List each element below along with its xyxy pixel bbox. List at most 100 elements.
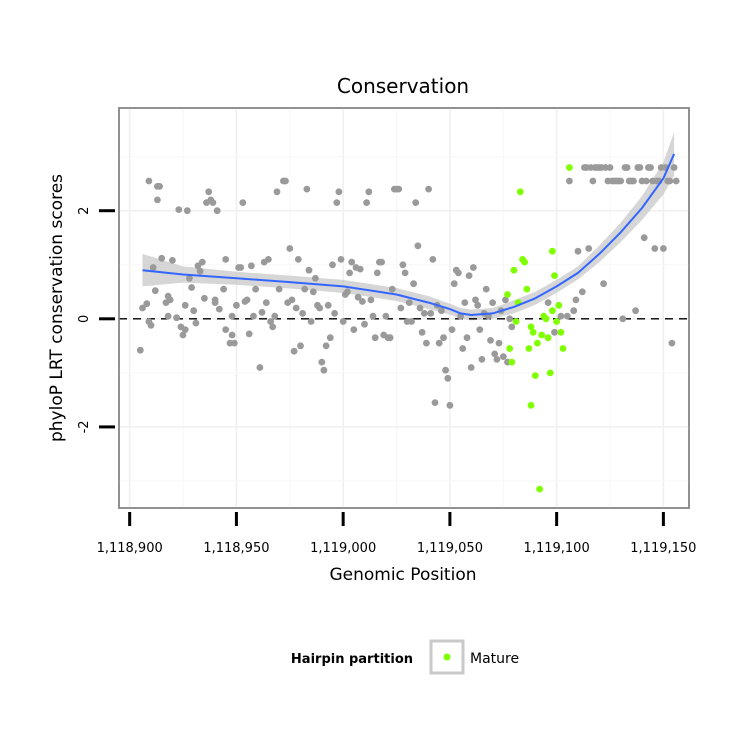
point-other: [388, 285, 396, 293]
point-other: [461, 299, 469, 306]
point-other: [186, 274, 193, 282]
point-other: [267, 318, 274, 325]
point-other: [438, 307, 445, 315]
point-other: [350, 326, 358, 333]
point-other: [508, 323, 516, 331]
point-other: [600, 280, 607, 288]
point-mature: [527, 323, 535, 331]
point-other: [339, 318, 347, 325]
point-other: [303, 185, 311, 193]
point-other: [331, 310, 338, 317]
point-other: [378, 258, 385, 266]
point-other: [190, 307, 198, 315]
point-other: [405, 299, 413, 306]
point-other: [288, 296, 296, 304]
x-tick-label: 1,119,100: [524, 541, 590, 556]
data-points: [136, 164, 680, 493]
point-other: [367, 296, 375, 304]
point-other: [230, 339, 238, 347]
point-other: [666, 177, 674, 185]
point-other: [619, 315, 627, 323]
point-other: [467, 364, 475, 371]
point-other: [425, 185, 432, 193]
point-other: [198, 258, 206, 266]
point-other: [147, 321, 155, 329]
point-other: [309, 288, 317, 296]
point-other: [563, 312, 571, 320]
point-mature: [542, 315, 550, 323]
point-other: [495, 339, 503, 347]
point-other: [329, 261, 336, 269]
point-other: [245, 330, 253, 338]
point-other: [455, 269, 462, 277]
x-tick-label: 1,119,050: [417, 541, 483, 556]
point-other: [482, 285, 490, 293]
point-other: [248, 262, 255, 270]
point-other: [275, 285, 283, 293]
point-other: [395, 185, 403, 193]
point-other: [617, 177, 625, 185]
point-other: [211, 299, 219, 306]
point-other: [399, 261, 407, 269]
point-other: [420, 310, 428, 317]
point-mature: [544, 334, 552, 342]
point-other: [209, 199, 217, 207]
point-other: [478, 356, 486, 363]
point-other: [363, 199, 370, 207]
point-other: [258, 308, 266, 316]
x-tick-label: 1,119,150: [630, 541, 696, 556]
point-other: [474, 301, 482, 309]
point-other: [233, 301, 240, 309]
point-other: [324, 301, 332, 309]
point-other: [410, 280, 417, 288]
point-other: [286, 245, 294, 252]
point-other: [220, 285, 228, 293]
point-other: [139, 304, 146, 312]
point-other: [348, 258, 356, 266]
point-other: [273, 188, 281, 196]
point-other: [228, 331, 236, 339]
point-other: [470, 264, 477, 271]
point-mature: [559, 345, 567, 352]
point-mature: [551, 272, 558, 279]
point-other: [623, 164, 631, 171]
y-tick-label: 2: [77, 207, 92, 215]
point-other: [196, 267, 204, 275]
point-other: [326, 334, 334, 342]
point-other: [183, 207, 191, 215]
y-tick-label: -2: [77, 420, 92, 433]
loess-curve: [142, 153, 676, 316]
point-other: [570, 307, 578, 315]
point-other: [359, 298, 366, 305]
point-other: [506, 315, 514, 323]
point-other: [369, 312, 377, 320]
point-other: [181, 326, 189, 333]
grid: [119, 108, 689, 508]
point-other: [205, 188, 213, 196]
point-other: [493, 356, 501, 363]
point-other: [499, 353, 507, 360]
point-other: [222, 326, 230, 333]
point-other: [294, 256, 302, 263]
point-other: [382, 312, 390, 320]
point-other: [166, 296, 174, 304]
point-mature: [549, 247, 556, 255]
point-other: [459, 345, 467, 352]
point-other: [463, 334, 471, 342]
point-mature: [521, 258, 528, 266]
point-mature: [512, 318, 520, 325]
point-other: [158, 254, 166, 262]
point-other: [292, 304, 300, 312]
point-other: [544, 299, 552, 306]
point-mature: [527, 401, 535, 409]
y-axis-label: phyloP LRT conservation scores: [47, 174, 67, 442]
point-other: [169, 257, 176, 264]
point-other: [156, 183, 164, 190]
legend: Hairpin partition Mature: [291, 639, 519, 675]
point-other: [670, 164, 678, 171]
point-other: [365, 188, 373, 196]
point-other: [429, 256, 437, 263]
point-other: [290, 347, 298, 355]
point-other: [320, 366, 328, 374]
point-other: [640, 234, 648, 242]
